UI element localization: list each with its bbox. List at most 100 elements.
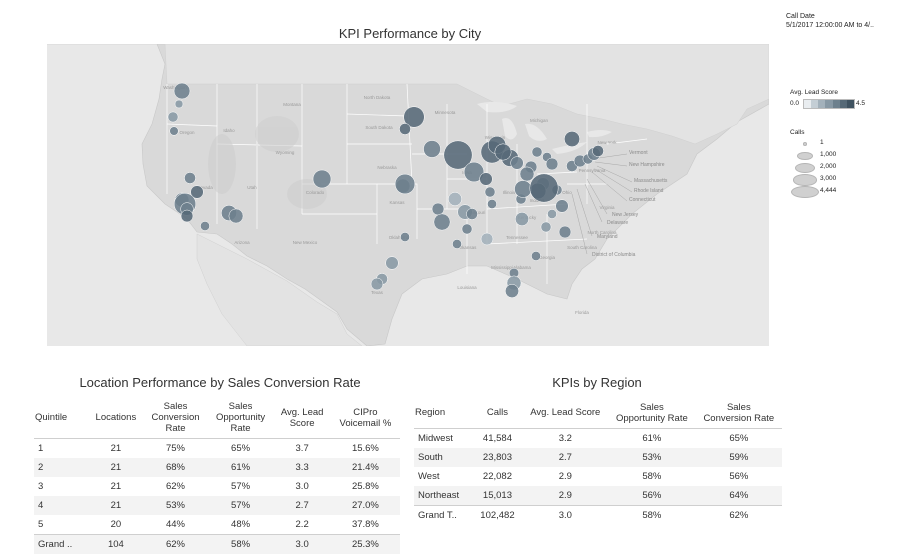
city-bubble[interactable]	[463, 161, 485, 183]
city-bubble[interactable]	[200, 221, 210, 231]
call-date-filter-value[interactable]: 5/1/2017 12:00:00 AM to 4/..	[786, 22, 874, 29]
city-bubble[interactable]	[461, 223, 473, 235]
table-header-cell[interactable]: Region	[415, 407, 446, 419]
grand-total-row[interactable]: Grand T.. 102,482 3.0 58% 62%	[414, 504, 782, 525]
state-label: Nevada	[197, 185, 213, 190]
table-header-cell[interactable]: Quintile	[35, 412, 68, 424]
city-bubble[interactable]	[466, 208, 478, 220]
map-title: KPI Performance by City	[338, 26, 482, 41]
calls-legend-item: 1	[790, 138, 850, 149]
city-bubble[interactable]	[545, 157, 559, 171]
city-bubble[interactable]	[529, 173, 559, 203]
city-bubble[interactable]	[433, 213, 451, 231]
table-cell: 61%	[608, 427, 696, 448]
city-bubble[interactable]	[452, 239, 462, 249]
city-bubble[interactable]	[540, 221, 552, 233]
city-bubble[interactable]	[519, 166, 535, 182]
map-canvas[interactable]: WashingtonOregonIdahoMontanaWyomingNevad…	[47, 44, 769, 346]
calls-legend-item: 1,000	[790, 150, 850, 161]
city-bubble[interactable]	[479, 172, 493, 186]
city-bubble[interactable]	[480, 232, 494, 246]
state-label: New Mexico	[293, 240, 318, 245]
city-bubble[interactable]	[487, 199, 497, 209]
city-bubble[interactable]	[167, 111, 179, 123]
city-bubble[interactable]	[443, 140, 473, 170]
city-bubble[interactable]	[228, 208, 244, 224]
city-bubble[interactable]	[423, 140, 441, 158]
city-bubble[interactable]	[180, 209, 194, 223]
table-cell: 37.8%	[351, 518, 379, 530]
city-bubble[interactable]	[531, 146, 543, 158]
city-bubble[interactable]	[558, 225, 572, 239]
table-cell: 75%	[143, 437, 208, 458]
table-header-cell[interactable]: Sales Conversion Rate	[151, 401, 200, 435]
state-label: Oklahoma	[389, 235, 410, 240]
calls-legend-circle	[802, 142, 808, 146]
city-bubble[interactable]	[173, 82, 191, 100]
table-row[interactable]: South 23,803 2.7 53% 59%	[414, 447, 782, 467]
small-state-callout-label: Vermont	[629, 150, 648, 156]
city-bubble[interactable]	[403, 106, 425, 128]
table-cell: 2.2	[295, 518, 309, 530]
mexico-landmass	[196, 233, 363, 346]
table-header-cell[interactable]: Sales Conversion Rate	[703, 401, 775, 424]
city-bubble[interactable]	[494, 143, 512, 161]
city-bubble[interactable]	[592, 145, 604, 157]
calls-legend-label: 2,000	[820, 163, 837, 170]
table-row[interactable]: 1 21 75% 65% 3.7 15.6%	[34, 437, 400, 458]
table-header-cell[interactable]: Avg. Lead Score	[280, 406, 324, 429]
table-cell: 53%	[608, 447, 696, 467]
city-bubble[interactable]	[169, 126, 179, 136]
city-bubble[interactable]	[400, 232, 410, 242]
city-bubble[interactable]	[385, 256, 399, 270]
grand-total-row[interactable]: Grand .. 104 62% 58% 3.0 25.3%	[34, 533, 400, 554]
table-cell: 3.2	[522, 427, 609, 448]
table-row[interactable]: Midwest 41,584 3.2 61% 65%	[414, 427, 782, 448]
table-cell: 56%	[608, 485, 696, 505]
score-ramp-swatch	[818, 100, 826, 108]
table-row[interactable]: Northeast 15,013 2.9 56% 64%	[414, 485, 782, 505]
city-bubble[interactable]	[514, 180, 532, 198]
state-label: Michigan	[530, 118, 549, 123]
table-header-cell[interactable]: Avg. Lead Score	[530, 407, 601, 419]
city-bubble[interactable]	[174, 99, 184, 109]
city-bubble[interactable]	[505, 284, 519, 298]
city-bubble[interactable]	[312, 169, 332, 189]
small-state-callout-label: New Jersey	[612, 212, 639, 218]
table-row[interactable]: 4 21 53% 57% 2.7 27.0%	[34, 495, 400, 515]
city-bubble[interactable]	[564, 131, 580, 147]
table-cell: 20	[110, 518, 122, 530]
city-bubble[interactable]	[547, 209, 557, 219]
city-bubble[interactable]	[531, 251, 541, 261]
table-cell: 3.0	[522, 504, 609, 525]
table-row[interactable]: West 22,082 2.9 58% 56%	[414, 467, 782, 486]
city-bubble[interactable]	[484, 186, 496, 198]
city-bubble[interactable]	[394, 173, 416, 195]
table-header-cell[interactable]: Calls	[486, 407, 509, 419]
table-header-cell[interactable]: Sales Opportunity Rate	[615, 401, 688, 424]
table-cell: 2.7	[522, 447, 609, 467]
table-row[interactable]: 3 21 62% 57% 3.0 25.8%	[34, 477, 400, 496]
city-bubble[interactable]	[448, 192, 462, 206]
table-header-cell[interactable]: CIPro Voicemail %	[339, 406, 392, 429]
city-bubble[interactable]	[399, 123, 411, 135]
city-bubble[interactable]	[515, 212, 529, 226]
table-row[interactable]: 2 21 68% 61% 3.3 21.4%	[34, 457, 400, 477]
table-header-cell[interactable]: Sales Opportunity Rate	[216, 401, 266, 435]
table-header-cell[interactable]: Locations	[95, 412, 137, 424]
city-bubble[interactable]	[370, 277, 384, 291]
state-label: Colorado	[306, 190, 325, 195]
city-bubble[interactable]	[510, 156, 524, 170]
city-bubble[interactable]	[431, 202, 445, 216]
city-bubble[interactable]	[190, 185, 204, 199]
great-lakes	[477, 101, 612, 154]
state-label: Oregon	[179, 130, 195, 135]
table-cell: 64%	[695, 485, 782, 505]
city-bubble[interactable]	[555, 199, 569, 213]
state-label: Georgia	[539, 255, 556, 260]
table-row[interactable]: 5 20 44% 48% 2.2 37.8%	[34, 515, 400, 535]
city-bubble-map[interactable]: WashingtonOregonIdahoMontanaWyomingNevad…	[47, 44, 769, 346]
city-bubble[interactable]	[184, 172, 196, 184]
table-cell: 59%	[695, 447, 782, 467]
state-label: Wyoming	[276, 150, 295, 155]
